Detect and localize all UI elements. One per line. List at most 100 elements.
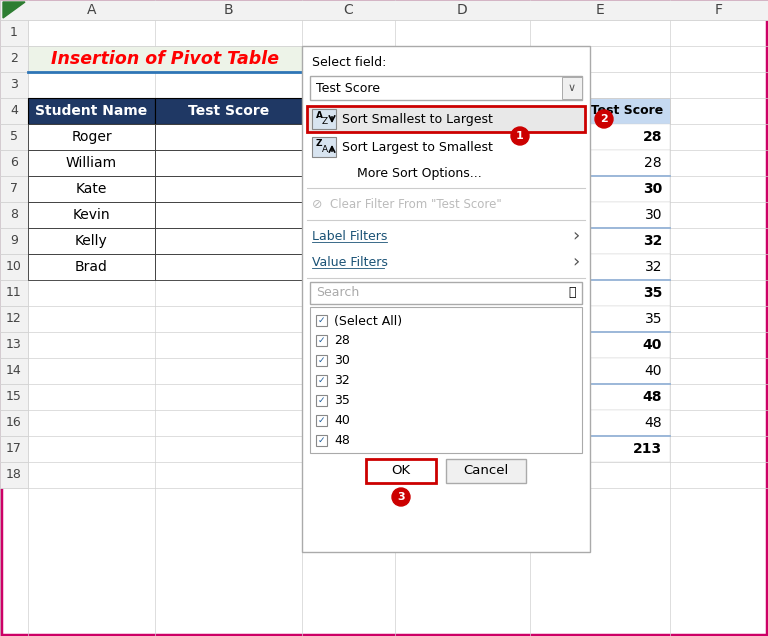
- Bar: [310, 76, 582, 100]
- Text: 2: 2: [600, 114, 608, 124]
- Bar: [312, 137, 336, 157]
- Text: 48: 48: [644, 416, 662, 430]
- Text: 9: 9: [10, 235, 18, 247]
- Text: 48: 48: [643, 390, 662, 404]
- Text: Insertion of Pivot Table: Insertion of Pivot Table: [51, 50, 279, 68]
- Bar: [0, 462, 28, 488]
- Text: ✓: ✓: [318, 416, 326, 425]
- Text: 10: 10: [6, 261, 22, 273]
- Text: Cancel: Cancel: [463, 464, 508, 478]
- Bar: [316, 415, 327, 426]
- Text: ✓: ✓: [318, 336, 326, 345]
- Text: A: A: [316, 111, 323, 120]
- Text: Sum of Test Score: Sum of Test Score: [537, 104, 663, 118]
- Text: 🔍: 🔍: [568, 286, 576, 300]
- Text: Row Labels: Row Labels: [403, 104, 488, 118]
- Bar: [155, 176, 302, 202]
- Bar: [530, 436, 670, 462]
- Bar: [0, 72, 28, 98]
- Bar: [395, 176, 530, 202]
- Bar: [310, 282, 582, 304]
- Text: More Sort Options...: More Sort Options...: [357, 167, 482, 181]
- Bar: [0, 410, 28, 436]
- Text: 13: 13: [6, 338, 22, 352]
- Text: 40: 40: [644, 364, 662, 378]
- Bar: [28, 202, 155, 228]
- Circle shape: [595, 110, 613, 128]
- Text: 28: 28: [334, 335, 350, 347]
- Text: 32: 32: [334, 375, 349, 387]
- Text: 32: 32: [644, 260, 662, 274]
- Bar: [28, 124, 155, 150]
- Bar: [0, 306, 28, 332]
- Bar: [316, 435, 327, 446]
- Text: 28: 28: [644, 156, 662, 170]
- Polygon shape: [3, 2, 25, 18]
- Bar: [155, 124, 302, 150]
- Bar: [562, 77, 582, 99]
- Bar: [312, 109, 336, 129]
- Bar: [155, 254, 302, 280]
- Text: Sort Largest to Smallest: Sort Largest to Smallest: [342, 141, 493, 153]
- Bar: [0, 150, 28, 176]
- Bar: [307, 134, 585, 160]
- Bar: [395, 150, 530, 176]
- Text: Kate: Kate: [76, 182, 108, 196]
- Circle shape: [511, 127, 529, 145]
- Text: 16: 16: [6, 417, 22, 429]
- Text: 12: 12: [6, 312, 22, 326]
- Text: 48: 48: [334, 434, 350, 448]
- Bar: [0, 176, 28, 202]
- Text: F: F: [715, 3, 723, 17]
- Bar: [530, 332, 670, 358]
- Bar: [316, 335, 327, 346]
- Text: ⊘: ⊘: [312, 198, 323, 211]
- Bar: [395, 254, 530, 280]
- Text: ▾: ▾: [515, 106, 521, 116]
- Bar: [530, 150, 670, 176]
- Text: Roger: Roger: [71, 130, 112, 144]
- Text: Test Score: Test Score: [316, 81, 380, 95]
- Text: 35: 35: [334, 394, 350, 408]
- Bar: [0, 228, 28, 254]
- Text: 6: 6: [10, 156, 18, 170]
- Text: D: D: [457, 3, 468, 17]
- Bar: [302, 46, 590, 552]
- Text: (Select All): (Select All): [334, 314, 402, 328]
- Bar: [0, 254, 28, 280]
- Text: 17: 17: [6, 443, 22, 455]
- Bar: [28, 46, 302, 72]
- Text: 40: 40: [643, 338, 662, 352]
- Text: Z: Z: [322, 116, 328, 125]
- Bar: [395, 358, 530, 384]
- Bar: [155, 98, 302, 124]
- Bar: [28, 228, 155, 254]
- Bar: [155, 202, 302, 228]
- Bar: [0, 20, 28, 46]
- Bar: [530, 280, 670, 306]
- Text: 8: 8: [10, 209, 18, 221]
- Text: Kevin: Kevin: [73, 208, 111, 222]
- Text: 1: 1: [516, 131, 524, 141]
- Text: 28: 28: [643, 130, 662, 144]
- Text: Label Filters: Label Filters: [312, 230, 387, 242]
- Text: Student Name: Student Name: [35, 104, 147, 118]
- Bar: [0, 46, 28, 72]
- Text: 3: 3: [397, 492, 405, 502]
- Text: ✓: ✓: [318, 356, 326, 365]
- Bar: [316, 355, 327, 366]
- Text: C: C: [343, 3, 353, 17]
- Bar: [0, 124, 28, 150]
- Bar: [530, 124, 670, 150]
- Text: 30: 30: [644, 208, 662, 222]
- Bar: [395, 124, 530, 150]
- Bar: [530, 202, 670, 228]
- Bar: [395, 332, 530, 358]
- Text: Sort Smallest to Largest: Sort Smallest to Largest: [342, 113, 493, 125]
- Bar: [0, 202, 28, 228]
- Bar: [530, 410, 670, 436]
- Bar: [395, 436, 530, 462]
- Text: 7: 7: [10, 183, 18, 195]
- Text: 213: 213: [633, 442, 662, 456]
- Bar: [155, 150, 302, 176]
